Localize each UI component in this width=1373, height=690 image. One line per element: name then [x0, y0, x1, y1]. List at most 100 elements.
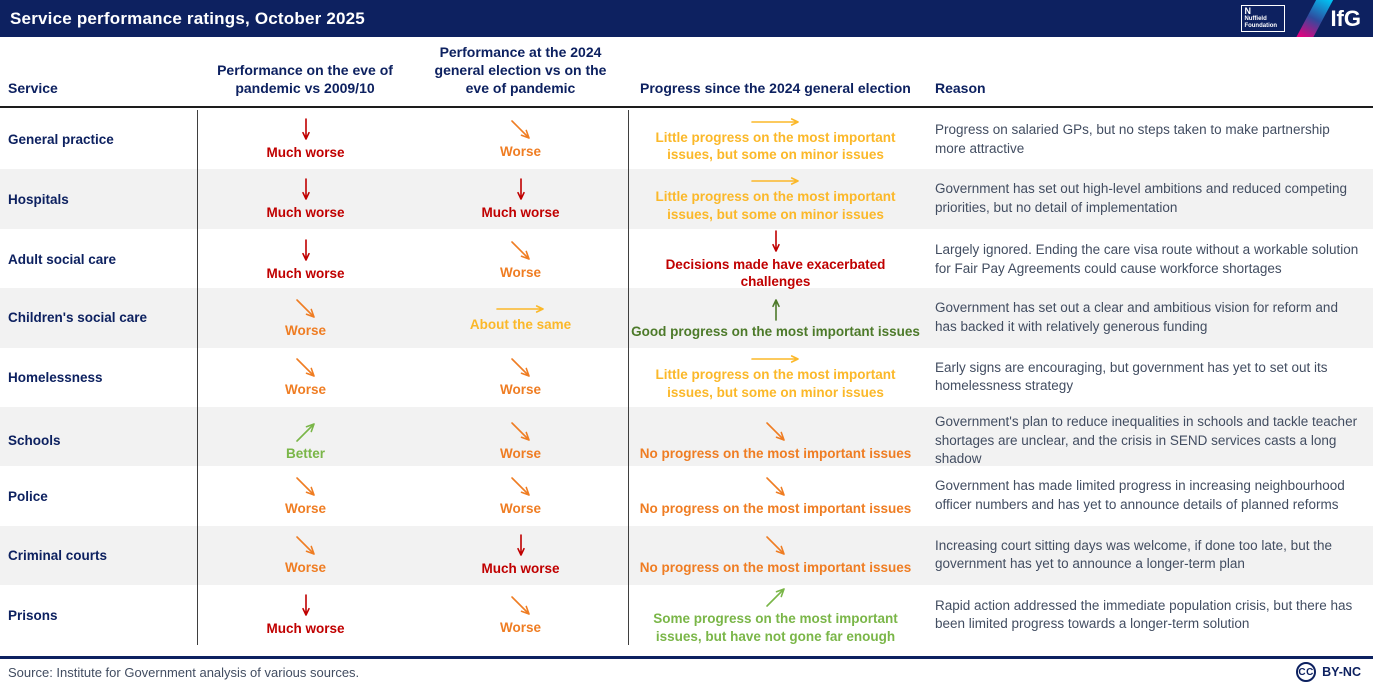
reason-text: Government's plan to reduce inequalities…	[935, 413, 1358, 467]
rating-progress-since-election: Some progress on the most important issu…	[628, 585, 922, 646]
license-label: BY-NC	[1322, 665, 1361, 679]
table-row: Homelessness Worse Worse Little progress on…	[0, 347, 1373, 407]
arrow-down-right-icon	[764, 420, 788, 444]
rating-2024-election: Worse	[413, 585, 628, 645]
reason-text: Government has set out a clear and ambit…	[935, 300, 1338, 334]
rating-progress-since-election: No progress on the most important issues	[628, 525, 922, 586]
rating-eve-of-pandemic: Better	[197, 406, 413, 475]
license-badge: CC BY-NC	[1296, 662, 1361, 682]
column-header-2024-election: Performance at the 2024 general election…	[434, 44, 607, 97]
rating-eve-of-pandemic: Much worse	[197, 228, 413, 291]
arrow-up-right-icon	[294, 420, 318, 444]
rating-2024-election: Much worse	[413, 526, 628, 585]
rating-progress-since-election: Good progress on the most important issu…	[628, 288, 922, 348]
column-header-eve-of-pandemic: Performance on the eve of pandemic vs 20…	[217, 62, 393, 97]
table-header-row: Service Performance on the eve of pandem…	[0, 37, 1373, 108]
rating-label: Worse	[499, 144, 541, 160]
page-title: Service performance ratings, October 202…	[10, 8, 365, 28]
rating-progress-since-election: No progress on the most important issues	[628, 466, 922, 526]
table-row: General practice Much worse Worse Little pr…	[0, 110, 1373, 170]
ifg-logo: IfG	[1330, 5, 1361, 31]
table-row: Schools Better Worse No progress on the mos…	[0, 406, 1373, 475]
reason-text: Early signs are encouraging, but governm…	[935, 359, 1328, 394]
rating-progress-since-election: Decisions made have exacerbated challeng…	[628, 228, 922, 291]
rating-progress-since-election: Little progress on the most important is…	[628, 110, 922, 170]
service-name: Homelessness	[8, 369, 103, 385]
rating-label: About the same	[469, 316, 572, 332]
service-name: Schools	[8, 433, 61, 449]
rating-eve-of-pandemic: Much worse	[197, 585, 413, 646]
rating-label: Better	[285, 445, 325, 461]
arrow-down-right-icon	[764, 534, 788, 558]
table-row: Children's social care Worse About the sam…	[0, 288, 1373, 348]
nuffield-logo-text: Nuffield Foundation	[1244, 16, 1278, 30]
rating-2024-election: Worse	[413, 466, 628, 525]
arrow-right-icon	[495, 303, 547, 315]
footer-divider	[0, 656, 1373, 659]
table-row: Hospitals Much worse Much worse Little prog…	[0, 169, 1373, 229]
reason-text: Rapid action addressed the immediate pop…	[935, 597, 1353, 632]
arrow-down-icon	[299, 238, 313, 264]
rating-label: Much worse	[266, 204, 345, 220]
rating-eve-of-pandemic: Worse	[197, 525, 413, 586]
service-name: General practice	[8, 132, 114, 148]
arrow-down-right-icon	[764, 475, 788, 499]
arrow-down-right-icon	[509, 420, 533, 444]
rating-label: Worse	[284, 560, 326, 576]
rating-label: Worse	[499, 381, 541, 397]
rating-progress-since-election: No progress on the most important issues	[628, 406, 922, 475]
rating-label: Worse	[499, 264, 541, 280]
rating-label: Worse	[499, 500, 541, 516]
rating-label: Little progress on the most important is…	[655, 129, 896, 163]
rating-eve-of-pandemic: Much worse	[197, 110, 413, 170]
service-name: Criminal courts	[8, 547, 108, 563]
service-name: Adult social care	[8, 252, 117, 268]
arrow-right-icon	[750, 116, 802, 128]
rating-label: Little progress on the most important is…	[655, 367, 896, 400]
arrow-down-right-icon	[294, 297, 318, 321]
title-bar: Service performance ratings, October 202…	[0, 0, 1373, 37]
rating-eve-of-pandemic: Worse	[197, 288, 413, 348]
rating-progress-since-election: Little progress on the most important is…	[628, 347, 922, 407]
arrow-down-icon	[514, 177, 528, 203]
rating-eve-of-pandemic: Worse	[197, 466, 413, 526]
rating-label: Some progress on the most important issu…	[653, 611, 898, 644]
rating-2024-election: About the same	[413, 288, 628, 347]
arrow-up-right-icon	[764, 585, 788, 609]
rating-2024-election: Worse	[413, 348, 628, 407]
rating-label: No progress on the most important issues	[639, 500, 912, 516]
column-header-reason: Reason	[935, 80, 986, 97]
reason-text: Government has made limited progress in …	[935, 478, 1345, 513]
rating-progress-since-election: Little progress on the most important is…	[628, 169, 922, 229]
column-header-service: Service	[8, 80, 58, 97]
arrow-up-icon	[769, 296, 783, 322]
rating-label: Much worse	[266, 145, 345, 161]
rating-eve-of-pandemic: Much worse	[197, 169, 413, 229]
rating-label: Good progress on the most important issu…	[631, 323, 920, 339]
nuffield-n-mark: N	[1244, 6, 1251, 16]
arrow-down-right-icon	[509, 239, 533, 263]
rating-label: No progress on the most important issues	[639, 560, 912, 576]
arrow-down-right-icon	[294, 475, 318, 499]
table-row: Prisons Much worse Worse Some progress on t…	[0, 585, 1373, 646]
rating-label: No progress on the most important issues	[639, 445, 912, 461]
reason-text: Government has set out high-level ambiti…	[935, 181, 1347, 216]
rating-label: Worse	[499, 619, 541, 635]
reason-text: Increasing court sitting days was welcom…	[935, 537, 1332, 572]
rating-label: Much worse	[266, 265, 345, 281]
arrow-down-right-icon	[509, 356, 533, 380]
rating-2024-election: Worse	[413, 229, 628, 291]
arrow-down-right-icon	[509, 475, 533, 499]
arrow-down-right-icon	[509, 594, 533, 618]
rating-label: Much worse	[481, 204, 560, 220]
table-row: Criminal courts Worse Much worse No progres…	[0, 525, 1373, 586]
rating-2024-election: Much worse	[413, 169, 628, 228]
service-name: Police	[8, 488, 48, 504]
arrow-down-icon	[299, 593, 313, 619]
rating-label: Much worse	[481, 561, 560, 577]
reason-text: Largely ignored. Ending the care visa ro…	[935, 242, 1359, 276]
table-row: Police Worse Worse No progress on the most …	[0, 466, 1373, 526]
arrow-right-icon	[750, 353, 802, 365]
logo-group: N Nuffield Foundation IfG	[1241, 0, 1365, 37]
